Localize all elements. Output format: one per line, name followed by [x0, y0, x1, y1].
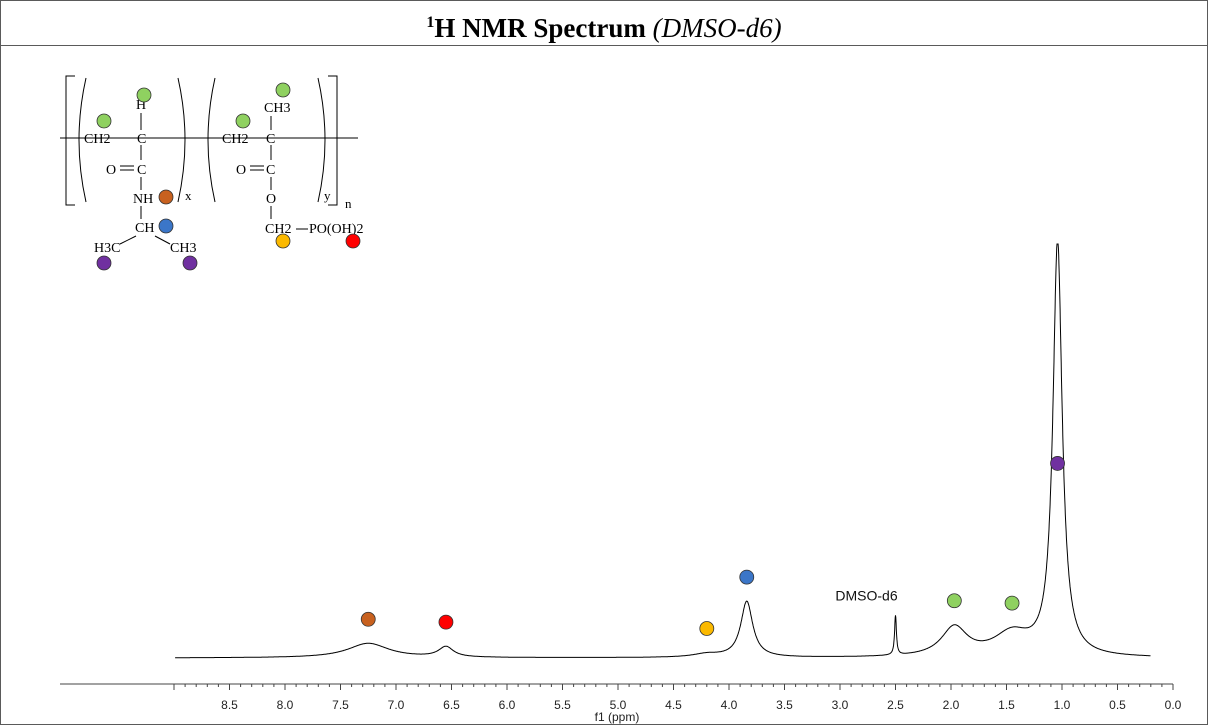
u2-carbonyl-c: C — [266, 163, 275, 178]
u1-carbonyl-c: C — [137, 163, 146, 178]
u2-ch3: CH3 — [264, 101, 290, 116]
u1-carbonyl-o: O — [106, 163, 116, 178]
u1-nh: NH — [133, 192, 153, 207]
u1-iso-bond-right — [154, 235, 171, 245]
title-main: H NMR Spectrum — [434, 13, 646, 43]
x-tick-label: 1.0 — [1054, 698, 1071, 712]
x-axis-title: f1 (ppm) — [595, 710, 640, 724]
u1-c: C — [137, 132, 146, 147]
polymer-structure: CH2 C H O C NH CH H3C CH3 x CH2 C CH3 O … — [60, 75, 363, 271]
peak-marker-yellow — [699, 621, 715, 636]
struct-marker-purple-ch3-left — [96, 255, 112, 271]
chart-title: 1H NMR Spectrum (DMSO-d6) — [1, 1, 1207, 46]
x-tick-label: 4.5 — [665, 698, 682, 712]
peak-markers: DMSO-d6 — [360, 456, 1065, 636]
u2-phosphonate: PO(OH)2 — [309, 222, 363, 237]
paren-2-right — [317, 77, 326, 203]
paren-1-right — [177, 77, 186, 203]
x-tick-label: 8.0 — [277, 698, 294, 712]
spectrum-trace — [175, 243, 1151, 659]
struct-marker-blue-ch — [158, 218, 174, 234]
u1-ch2: CH2 — [84, 132, 110, 147]
x-tick-label: 0.5 — [1109, 698, 1126, 712]
title-superscript: 1 — [426, 14, 435, 31]
x-tick-label: 6.5 — [443, 698, 460, 712]
struct-marker-red-oh — [345, 233, 361, 249]
x-tick-label: 0.0 — [1165, 698, 1182, 712]
x-tick-label: 6.0 — [499, 698, 516, 712]
u2-ch2: CH2 — [222, 132, 248, 147]
x-tick-label: 5.5 — [554, 698, 571, 712]
peak-marker-red — [438, 614, 454, 630]
u1-ch3-left: H3C — [94, 241, 120, 256]
x-tick-label: 4.0 — [721, 698, 738, 712]
struct-marker-purple-ch3-right — [182, 255, 198, 271]
struct-marker-green-ch2 — [96, 113, 112, 129]
x-tick-label: 3.0 — [832, 698, 849, 712]
x-tick-label: 3.5 — [776, 698, 793, 712]
u1-ch3-right: CH3 — [170, 241, 196, 256]
outer-bracket-right — [328, 75, 338, 206]
struct-marker-green-ch2-u2 — [235, 113, 251, 129]
x-tick-label: 7.0 — [388, 698, 405, 712]
x-tick-label: 2.0 — [943, 698, 960, 712]
u1-h: H — [136, 98, 146, 113]
paren-1-left — [78, 77, 87, 203]
peak-annotation-dmso: DMSO-d6 — [835, 587, 897, 603]
u2-c: C — [266, 132, 275, 147]
peak-marker-purple — [1050, 456, 1065, 471]
peak-marker-orange — [360, 611, 376, 627]
struct-marker-green-ch3 — [275, 82, 291, 98]
paren-2-left — [207, 77, 216, 203]
peak-marker-blue — [739, 569, 755, 585]
u2-carbonyl-o: O — [236, 163, 246, 178]
title-solvent: (DMSO-d6) — [652, 13, 782, 43]
struct-marker-orange-nh — [158, 189, 174, 205]
u1-subscript: x — [185, 188, 192, 203]
u2-subscript: y — [324, 188, 331, 203]
u1-ch-iso: CH — [135, 221, 154, 236]
struct-marker-green-ch — [136, 87, 152, 103]
x-tick-label: 5.0 — [610, 698, 627, 712]
peak-marker-green — [946, 593, 962, 609]
x-tick-label: 2.5 — [887, 698, 904, 712]
x-tick-label: 8.5 — [221, 698, 238, 712]
x-axis-ticks: 8.5 8.0 7.5 7.0 6.5 6.0 5.5 5.0 4.5 4.0 3.5 3.0 2.5 2… — [173, 684, 1182, 712]
outer-bracket-left — [65, 75, 75, 206]
x-tick-label: 7.5 — [332, 698, 349, 712]
u2-ch2-p: CH2 — [265, 222, 291, 237]
u1-iso-bond-left — [119, 235, 137, 245]
u2-ester-o: O — [266, 192, 276, 207]
x-tick-label: 1.5 — [998, 698, 1015, 712]
struct-marker-yellow-ch2p — [275, 233, 291, 249]
peak-marker-green — [1004, 595, 1020, 611]
repeat-subscript: n — [345, 196, 352, 211]
